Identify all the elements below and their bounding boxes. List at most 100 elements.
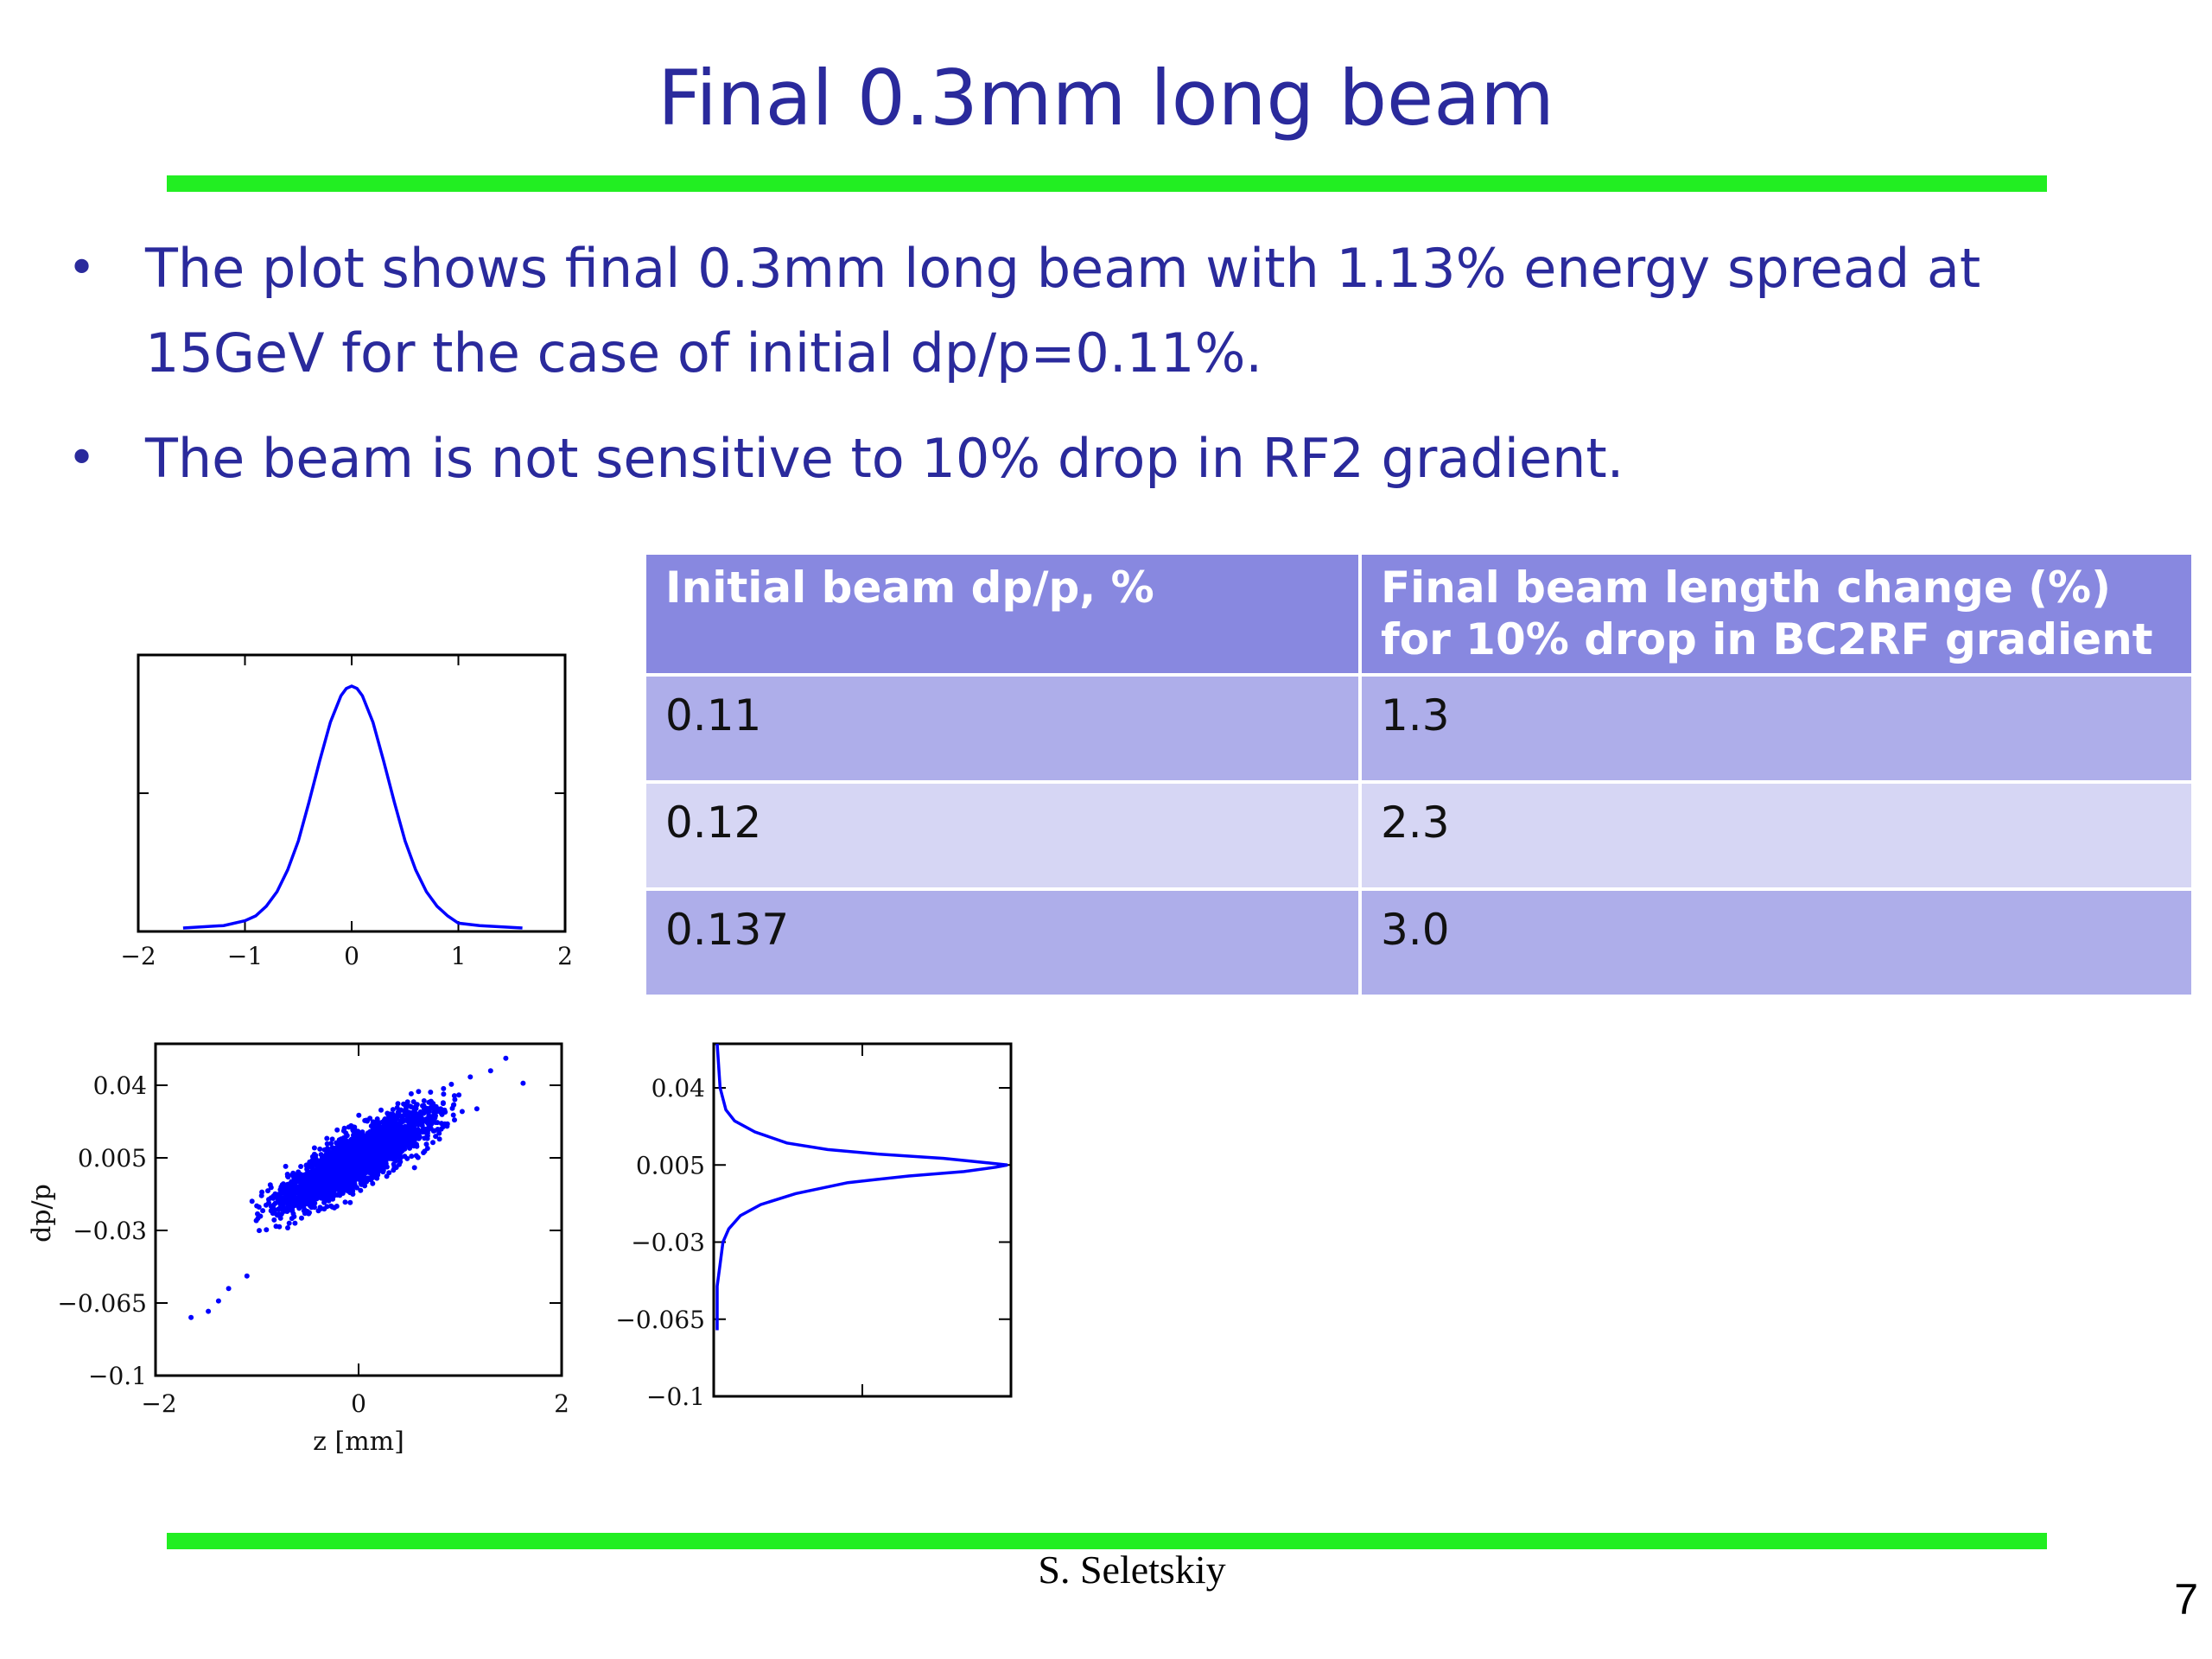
scatter-point (340, 1137, 346, 1142)
scatter-point (430, 1113, 435, 1119)
table-row: 0.137 3.0 (643, 887, 2195, 998)
scatter-point (421, 1098, 427, 1103)
scatter-point (350, 1192, 356, 1197)
scatter-point (389, 1128, 395, 1135)
scatter-point (401, 1112, 407, 1118)
bullet-glyph: • (67, 240, 97, 296)
scatter-point (407, 1125, 412, 1131)
scatter-point (303, 1192, 309, 1198)
scatter-point (441, 1091, 447, 1097)
y-tick-label: −0.065 (615, 1306, 705, 1334)
scatter-point (358, 1187, 364, 1193)
energy-profile-chart: 0.04 0.005 −0.03 −0.065 −0.1 (615, 1042, 1013, 1411)
scatter-point (352, 1179, 358, 1185)
scatter-point (385, 1122, 391, 1128)
scatter-point (433, 1134, 439, 1140)
scatter-point (316, 1158, 322, 1164)
plot-frame (712, 1042, 1013, 1398)
scatter-point (374, 1154, 380, 1160)
scatter-point (256, 1205, 262, 1210)
table-header-row: Initial beam dp/p, % Final beam length c… (643, 551, 2195, 677)
scatter-point (420, 1103, 425, 1109)
scatter-point (351, 1132, 356, 1138)
scatter-point (249, 1198, 255, 1205)
scatter-point (358, 1139, 364, 1145)
scatter-point (273, 1224, 279, 1230)
scatter-point (487, 1068, 493, 1074)
scatter-point (319, 1173, 325, 1179)
scatter-point (312, 1169, 318, 1175)
scatter-point (244, 1273, 250, 1279)
scatter-point (424, 1105, 430, 1111)
scatter-point (456, 1092, 462, 1098)
scatter-point (386, 1151, 392, 1156)
scatter-point (395, 1127, 401, 1133)
scatter-point (361, 1163, 367, 1169)
scatter-point (380, 1135, 386, 1141)
table-cell: 1.3 (1358, 673, 2195, 784)
x-tick-label: 1 (451, 942, 467, 970)
bullet-glyph: • (67, 430, 97, 486)
scatter-point (410, 1099, 416, 1105)
scatter-point (270, 1193, 276, 1199)
y-tick-label: 0.005 (78, 1144, 147, 1173)
scatter-point (335, 1161, 341, 1167)
scatter-point (304, 1166, 310, 1173)
scatter-point (334, 1127, 340, 1133)
scatter-point (328, 1141, 334, 1147)
scatter-point (387, 1155, 393, 1161)
scatter-point (351, 1160, 357, 1166)
scatter-point (327, 1166, 333, 1173)
scatter-point (444, 1121, 450, 1127)
y-tick-label: −0.1 (88, 1362, 147, 1390)
y-tick-label: 0.04 (652, 1074, 705, 1103)
scatter-point (389, 1135, 395, 1141)
scatter-point (382, 1162, 388, 1168)
scatter-point (364, 1154, 370, 1160)
scatter-point (312, 1205, 317, 1211)
scatter-point (376, 1143, 382, 1149)
scatter-point (346, 1171, 352, 1177)
scatter-point (326, 1154, 332, 1160)
scatter-point (285, 1191, 291, 1197)
footer-author: S. Seletskiy (1038, 1548, 1226, 1592)
scatter-point (372, 1147, 377, 1154)
scatter-point (382, 1116, 388, 1122)
scatter-point (329, 1204, 335, 1210)
profile-chart: −2 −1 0 1 2 (120, 653, 573, 970)
scatter-point (450, 1103, 456, 1108)
scatter-point (429, 1103, 435, 1109)
scatter-point (268, 1208, 274, 1214)
x-tick-label: −2 (120, 942, 156, 970)
scatter-point (345, 1176, 351, 1182)
scatter-point (284, 1187, 290, 1193)
y-tick-label: −0.03 (73, 1217, 147, 1245)
scatter-point (311, 1185, 316, 1191)
scatter-point (408, 1090, 414, 1096)
scatter-point (255, 1211, 260, 1217)
scatter-point (295, 1176, 301, 1182)
scatter-point (367, 1116, 373, 1122)
scatter-point (412, 1107, 418, 1112)
scatter-point (416, 1122, 422, 1128)
scatter-point (422, 1135, 428, 1141)
x-tick-label: 2 (554, 1389, 569, 1418)
scatter-point (321, 1161, 327, 1167)
scatter-point (395, 1122, 401, 1128)
scatter-point (336, 1166, 342, 1172)
scatter-point (408, 1141, 414, 1147)
scatter-point (271, 1217, 277, 1223)
page-number: 7 (2174, 1575, 2198, 1624)
scatter-point (282, 1194, 288, 1200)
slide-title: Final 0.3mm long beam (658, 54, 1554, 143)
scatter-point (308, 1172, 314, 1178)
scatter-point (343, 1144, 349, 1150)
scatter-point (307, 1203, 313, 1209)
scatter-point (414, 1102, 420, 1108)
scatter-point (394, 1146, 400, 1152)
table-header-cell: Final beam length change (%) for 10% dro… (1358, 551, 2195, 677)
scatter-point (330, 1157, 336, 1163)
y-tick-label: −0.065 (57, 1289, 147, 1318)
scatter-point (274, 1212, 280, 1218)
scatter-point (215, 1298, 221, 1304)
